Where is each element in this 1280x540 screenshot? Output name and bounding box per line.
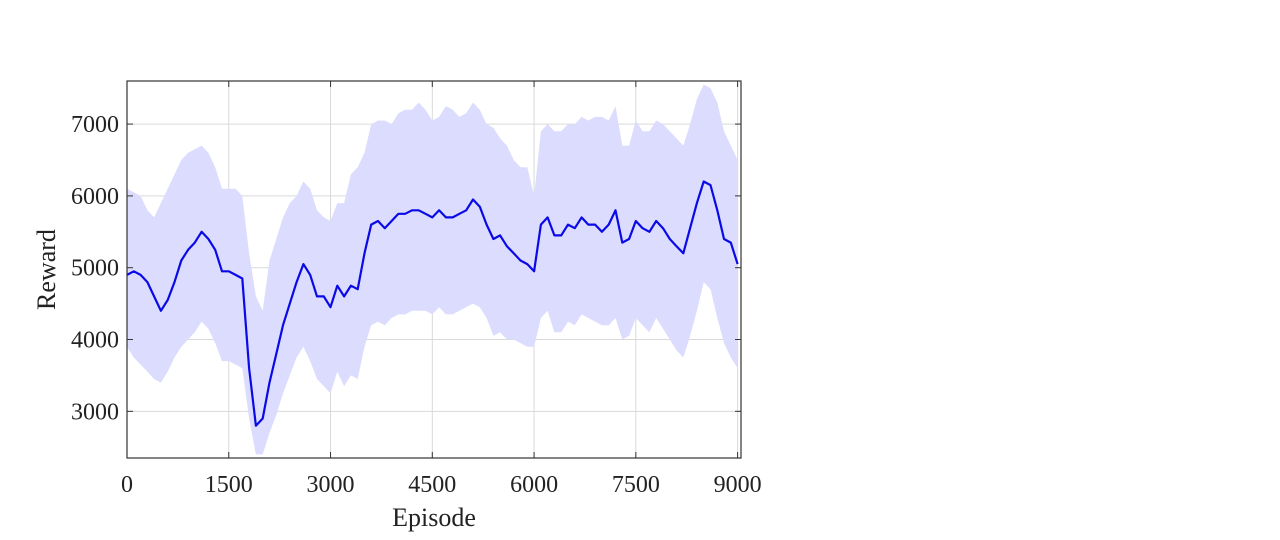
x-tick-label: 7500 (612, 472, 660, 498)
reward-std-band (127, 84, 738, 455)
y-tick-labels: 3000 4000 5000 6000 7000 (71, 112, 119, 425)
plot-frame (126, 80, 742, 459)
x-tick-labels: 0 1500 3000 4500 6000 7500 9000 (121, 472, 762, 498)
x-tick-label: 4500 (408, 472, 456, 498)
x-axis-title: Episode (392, 503, 476, 532)
x-tick-label: 9000 (714, 472, 762, 498)
x-tick-label: 1500 (205, 472, 253, 498)
x-tick-label: 0 (121, 472, 133, 498)
axis-ticks (126, 81, 741, 458)
y-tick-label: 3000 (71, 399, 119, 425)
y-tick-label: 6000 (71, 184, 119, 210)
y-axis-title: Reward (32, 229, 61, 310)
x-tick-label: 3000 (307, 472, 355, 498)
x-tick-label: 6000 (510, 472, 558, 498)
reward-mean-line (126, 180, 739, 427)
y-tick-label: 5000 (71, 256, 119, 282)
y-tick-label: 4000 (71, 328, 119, 354)
y-tick-label: 7000 (71, 112, 119, 138)
